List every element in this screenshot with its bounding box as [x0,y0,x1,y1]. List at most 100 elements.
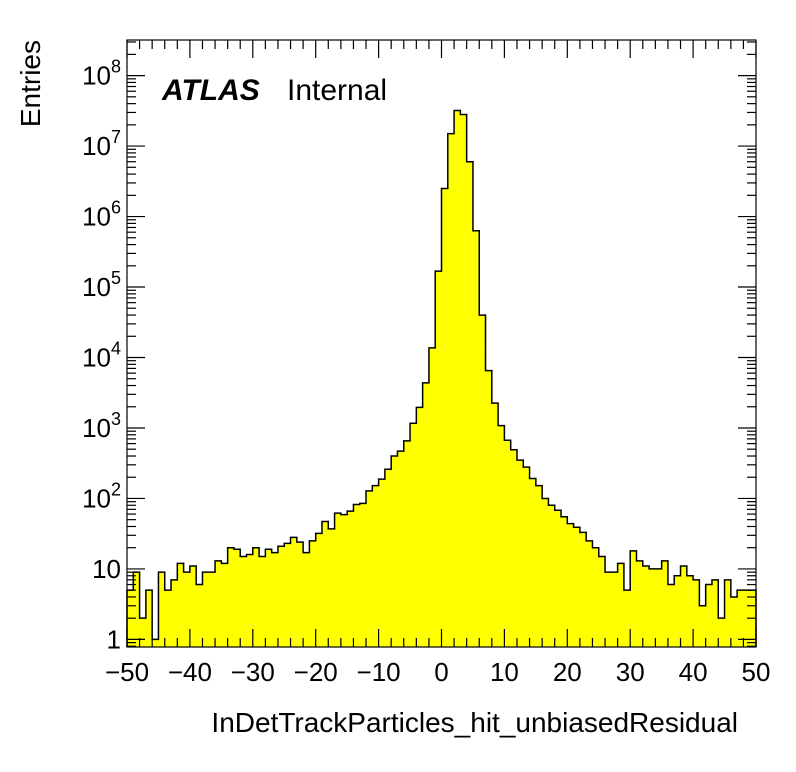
histogram-bar [309,540,317,647]
histogram-bar [378,479,386,647]
histogram-bar [428,347,436,647]
histogram-bar [711,579,719,647]
histogram-bar [397,451,405,647]
histogram-bar [724,579,732,647]
histogram-bar [693,579,700,647]
y-tick-base: 10 [82,342,111,372]
x-tick-label: 20 [553,657,582,687]
histogram-bar [221,563,229,647]
y-tick-label: 104 [82,338,121,372]
y-tick-exponent: 8 [111,57,121,77]
histogram-bar [133,572,140,647]
histogram-bar [441,188,449,647]
histogram-bar [472,230,480,648]
histogram-bar [705,584,713,647]
histogram-bar [730,596,738,647]
y-tick-exponent: 2 [111,479,121,499]
x-tick-label: −50 [105,657,149,687]
histogram-bar [145,590,153,647]
histogram-bar [447,133,455,648]
histogram-bar [290,537,298,647]
x-tick-label: 30 [616,657,645,687]
histogram-bar [271,552,279,647]
x-tick-label: −30 [231,657,275,687]
histogram-bar [410,423,417,647]
histogram-outline [126,109,757,647]
internal-label: Internal [287,74,387,107]
histogram-bar [359,503,367,647]
histogram-bar [655,568,663,647]
histogram-bar [252,547,260,647]
histogram-bar [623,590,631,647]
histogram-bar [485,370,493,647]
histogram-bar [240,556,247,647]
y-tick-base: 10 [82,483,111,513]
y-tick-exponent: 6 [111,198,121,218]
histogram-bar [303,552,310,647]
histogram-bar [630,550,637,647]
histogram-bar [353,504,361,647]
y-tick-base: 10 [92,554,121,584]
atlas-label: ATLAS [161,74,260,107]
histogram-bar [227,547,235,647]
y-tick-label: 106 [82,198,121,232]
histogram-bar [737,590,744,647]
y-tick-base: 10 [82,272,111,302]
y-tick-label: 105 [82,268,121,302]
y-tick-label: 102 [82,479,121,513]
histogram-bar [158,572,166,647]
y-tick-label: 108 [82,57,121,91]
histogram-bar [334,513,342,647]
histogram-bar [661,560,669,647]
histogram-bar [177,563,185,647]
histogram-bar [215,560,222,647]
bars-group [127,110,757,648]
histogram-bar [592,547,600,647]
x-tick-label: −10 [357,657,401,687]
histogram-bar [667,584,675,647]
histogram-bar [504,440,512,647]
histogram-bar [152,639,159,647]
y-tick-exponent: 5 [111,268,121,288]
histogram-bar [561,516,568,647]
histogram-bar [479,315,486,647]
histogram-bar [579,532,587,647]
histogram-bar [567,523,574,647]
histogram-bar [422,382,430,647]
y-tick-label: 107 [82,127,121,161]
histogram-bar [523,467,530,647]
y-tick-base: 10 [82,131,111,161]
histogram-bar [259,556,266,647]
x-axis: −50 −40 −30 −20 −10 0 10 20 30 40 50 [105,40,770,687]
histogram-bar [686,575,694,647]
histogram-bar [347,511,354,647]
histogram-bar [246,554,254,647]
histogram-bar [586,540,593,647]
x-tick-label: 10 [490,657,519,687]
histogram-bar [460,114,468,648]
x-axis-title: InDetTrackParticles_hit_unbiasedResidual [211,707,738,738]
histogram-bar [554,510,562,647]
histogram-bar [265,549,273,647]
histogram-bar [516,460,524,647]
histogram-bar [171,579,178,647]
y-tick-base: 10 [82,61,111,91]
y-tick-label: 103 [82,409,121,443]
histogram-bar [321,521,329,647]
histogram-bar [277,546,285,647]
histogram-bar [542,498,549,647]
histogram-bar [611,572,619,647]
histogram-bar [573,527,581,647]
x-tick-label: −20 [294,657,338,687]
x-tick-label: −40 [168,657,212,687]
y-tick-exponent: 3 [111,409,121,429]
x-tick-label: 0 [434,657,448,687]
histogram-bar [699,605,707,647]
histogram-bar [535,485,543,647]
y-tick-exponent: 7 [111,127,121,147]
histogram-bar [416,407,424,647]
histogram-bar [372,485,379,647]
histogram-bar [598,556,606,647]
